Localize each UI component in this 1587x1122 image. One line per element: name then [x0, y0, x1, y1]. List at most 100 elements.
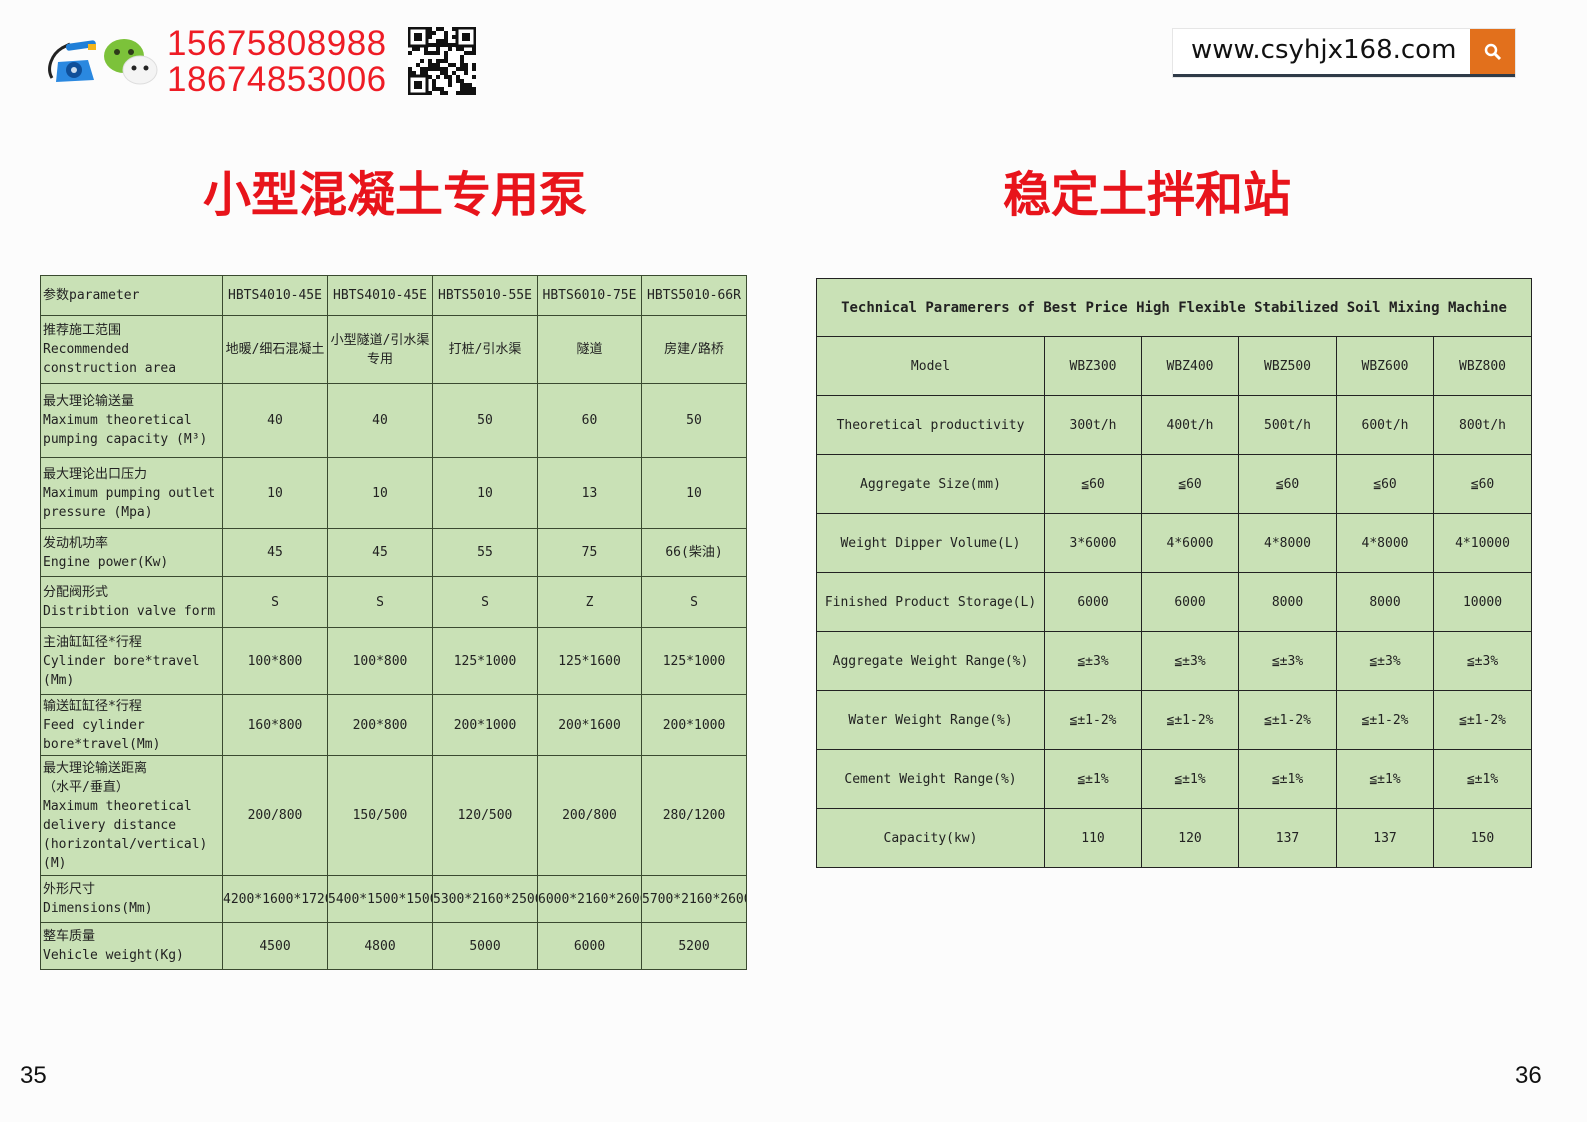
value-cell: 150/500	[327, 755, 433, 876]
value-cell: 160*800	[222, 694, 328, 756]
value-cell: WBZ400	[1141, 336, 1239, 396]
wechat-icon	[104, 39, 158, 85]
value-cell: 280/1200	[641, 755, 747, 876]
row-label-line: delivery distance	[43, 817, 177, 833]
value-cell: 隧道	[537, 315, 642, 384]
table-row: 外形尺寸 Dimensions(Mm) 4200*1600*1720 5400*150…	[40, 875, 747, 923]
left-page-number: 35	[20, 1062, 47, 1089]
value-cell: WBZ600	[1336, 336, 1434, 396]
row-label-line: 发动机功率	[43, 535, 109, 551]
value-cell: 600t/h	[1336, 395, 1434, 455]
value-cell: 8000	[1238, 572, 1337, 632]
row-label: 推荐施工范围 Recommended construction area	[40, 315, 223, 384]
row-label: Weight Dipper Volume(L)	[816, 513, 1045, 573]
value-cell: ≦±3%	[1044, 631, 1142, 691]
value-cell: 125*1000	[641, 627, 747, 695]
value-cell: S	[327, 576, 433, 628]
value-cell: 13	[537, 457, 642, 529]
value-cell: WBZ800	[1432, 336, 1533, 396]
value-cell: ≦±1-2%	[1141, 690, 1239, 750]
value-cell: ≦±1-2%	[1432, 690, 1533, 750]
website-url[interactable]: www.csyhjx168.com	[1191, 35, 1457, 65]
row-label: 最大理论出口压力 Maximum pumping outlet pressure (…	[40, 457, 223, 529]
row-label-line: （水平/垂直）	[43, 779, 129, 795]
value-cell: 66(柴油)	[641, 528, 747, 577]
table-row: Capacity(kw) 110 120 137 137 150	[816, 808, 1533, 868]
table-row: Water Weight Range(%) ≦±1-2% ≦±1-2% ≦±1-2% ≦…	[816, 690, 1533, 750]
search-icon	[1484, 43, 1501, 60]
row-label-line: Feed cylinder	[43, 717, 145, 733]
soil-mixing-spec-table: Technical Paramerers of Best Price High …	[815, 278, 1533, 868]
value-cell: ≦±1%	[1044, 749, 1142, 809]
website-search-box[interactable]: www.csyhjx168.com	[1173, 29, 1515, 77]
value-cell: ≦±1%	[1238, 749, 1337, 809]
value-cell: ≦60	[1141, 454, 1239, 514]
value-cell: ≦60	[1432, 454, 1533, 514]
row-label-line: Dimensions(Mm)	[43, 901, 153, 916]
value-cell: ≦±1-2%	[1044, 690, 1142, 750]
row-label: 外形尺寸 Dimensions(Mm)	[40, 875, 223, 923]
value-cell: 40	[327, 383, 433, 458]
table-row: Finished Product Storage(L) 6000 6000 8000 8…	[816, 572, 1533, 632]
row-label-line: Maximum theoretical	[43, 798, 192, 814]
value-cell: ≦±1%	[1141, 749, 1239, 809]
row-label-line: 最大理论出口压力	[43, 466, 148, 482]
table-row: 最大理论输送量 Maximum theoretical pumping capaci…	[40, 383, 747, 458]
value-cell: 500t/h	[1238, 395, 1337, 455]
value-cell: WBZ500	[1238, 336, 1337, 396]
row-label-line: 整车质量	[43, 929, 96, 944]
value-cell: 45	[327, 528, 433, 577]
value-cell: 8000	[1336, 572, 1434, 632]
value-cell: 200*800	[327, 694, 433, 756]
row-label-line: 输送缸缸径*行程	[43, 698, 142, 714]
value-cell: ≦±1-2%	[1336, 690, 1434, 750]
table-row: 推荐施工范围 Recommended construction area 地暖/细石混…	[40, 315, 747, 384]
value-cell: Z	[537, 576, 642, 628]
value-cell: 45	[222, 528, 328, 577]
row-label: 输送缸缸径*行程 Feed cylinder bore*travel(Mm)	[40, 694, 223, 756]
row-label-line: 最大理论输送距离	[43, 760, 148, 776]
table-row: Aggregate Weight Range(%) ≦±3% ≦±3% ≦±3% ≦±3…	[816, 631, 1533, 691]
row-label-line: 外形尺寸	[43, 882, 96, 897]
value-cell: ≦60	[1336, 454, 1434, 514]
value-cell: 137	[1336, 808, 1434, 868]
value-cell: 137	[1238, 808, 1337, 868]
table-header-row: 参数parameter HBTS4010-45E HBTS4010-45E HBTS5…	[40, 275, 747, 316]
row-label-line: Cylinder bore*travel	[43, 653, 200, 669]
value-cell: 5400*1500*1500	[327, 875, 433, 923]
value-cell: ≦±1-2%	[1238, 690, 1337, 750]
value-cell: 100*800	[222, 627, 328, 695]
table-row: Model WBZ300 WBZ400 WBZ500 WBZ600 WBZ800	[816, 336, 1533, 396]
row-label: Theoretical productivity	[816, 395, 1045, 455]
value-cell: 6000*2160*2600	[537, 875, 642, 923]
concrete-pump-spec-table: 参数parameter HBTS4010-45E HBTS4010-45E HBTS5…	[40, 275, 747, 970]
value-cell: S	[222, 576, 328, 628]
row-label-line: construction area	[43, 361, 177, 376]
row-label: Aggregate Weight Range(%)	[816, 631, 1045, 691]
parameter-header: 参数parameter	[40, 275, 223, 316]
model-header: HBTS6010-75E	[537, 275, 642, 316]
value-cell: 125*1600	[537, 627, 642, 695]
value-cell: 150	[1432, 808, 1533, 868]
value-cell: 200/800	[222, 755, 328, 876]
row-label-line: pumping capacity (M³)	[43, 432, 208, 447]
row-label: 发动机功率 Engine power(Kw)	[40, 528, 223, 577]
row-label-line: (M)	[43, 855, 67, 871]
model-header: HBTS4010-45E	[327, 275, 433, 316]
value-cell: 100*800	[327, 627, 433, 695]
row-label: 最大理论输送距离 （水平/垂直） Maximum theoretical delive…	[40, 755, 223, 876]
value-cell: 300t/h	[1044, 395, 1142, 455]
value-cell: 5200	[641, 922, 747, 970]
row-label: 整车质量 Vehicle weight(Kg)	[40, 922, 223, 970]
row-label-line: bore*travel(Mm)	[43, 736, 161, 752]
row-label-line: 主油缸缸径*行程	[43, 634, 142, 650]
value-cell: S	[641, 576, 747, 628]
value-cell: 200*1600	[537, 694, 642, 756]
row-label-line: Maximum pumping outlet	[43, 485, 216, 501]
value-cell: 4500	[222, 922, 328, 970]
value-cell: 200/800	[537, 755, 642, 876]
row-label-line: 推荐施工范围	[43, 323, 122, 338]
row-label: Aggregate Size(mm)	[816, 454, 1045, 514]
table-row: 最大理论出口压力 Maximum pumping outlet pressure (…	[40, 457, 747, 529]
search-button[interactable]	[1470, 29, 1515, 74]
